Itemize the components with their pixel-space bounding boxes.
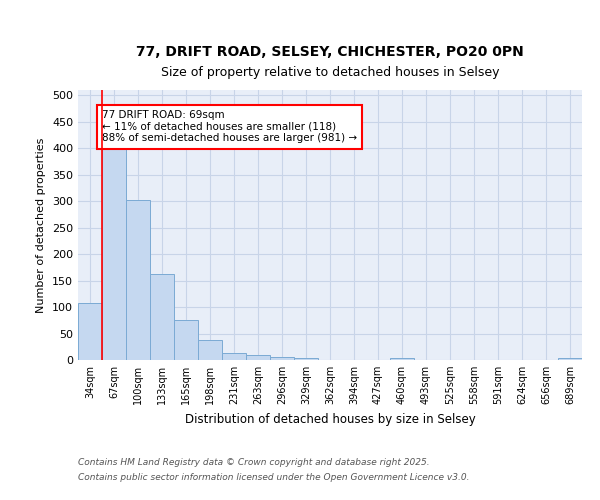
Bar bbox=[246, 355, 270, 360]
Text: 77 DRIFT ROAD: 69sqm
← 11% of detached houses are smaller (118)
88% of semi-deta: 77 DRIFT ROAD: 69sqm ← 11% of detached h… bbox=[102, 110, 357, 144]
X-axis label: Distribution of detached houses by size in Selsey: Distribution of detached houses by size … bbox=[185, 412, 475, 426]
Y-axis label: Number of detached properties: Number of detached properties bbox=[37, 138, 46, 312]
Bar bbox=[198, 340, 222, 360]
Bar bbox=[150, 274, 174, 360]
Text: Size of property relative to detached houses in Selsey: Size of property relative to detached ho… bbox=[161, 66, 499, 79]
Bar bbox=[78, 304, 102, 360]
Bar bbox=[222, 353, 246, 360]
Bar bbox=[390, 358, 414, 360]
Bar bbox=[174, 320, 198, 360]
Text: 77, DRIFT ROAD, SELSEY, CHICHESTER, PO20 0PN: 77, DRIFT ROAD, SELSEY, CHICHESTER, PO20… bbox=[136, 46, 524, 60]
Bar bbox=[294, 358, 318, 360]
Bar bbox=[102, 146, 126, 360]
Text: Contains HM Land Registry data © Crown copyright and database right 2025.: Contains HM Land Registry data © Crown c… bbox=[78, 458, 430, 467]
Bar bbox=[270, 358, 294, 360]
Text: Contains public sector information licensed under the Open Government Licence v3: Contains public sector information licen… bbox=[78, 473, 470, 482]
Bar bbox=[558, 358, 582, 360]
Bar bbox=[126, 200, 150, 360]
